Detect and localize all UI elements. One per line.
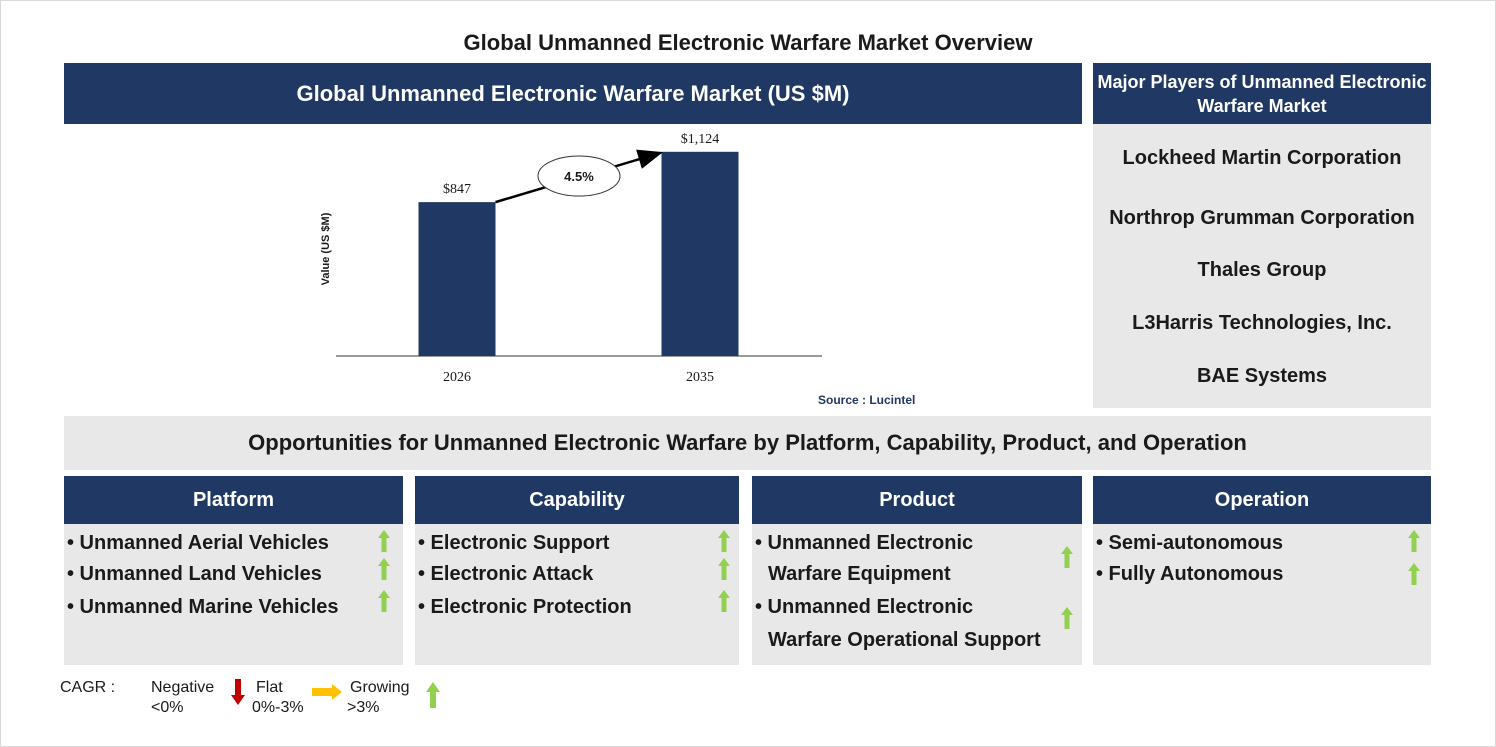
flat-arrow-icon [312,684,342,700]
list-item-continued: Warfare Operational Support [768,629,1041,651]
list-item: • Unmanned Electronic [755,532,974,554]
chart-header: Global Unmanned Electronic Warfare Marke… [64,63,1082,124]
negative-arrow-icon [231,679,245,705]
category-body-capability: • Electronic Support • Electronic Attack… [415,524,739,665]
list-item: • Semi-autonomous [1096,532,1284,554]
cagr-ellipse [537,155,621,197]
opportunities-title: Opportunities for Unmanned Electronic Wa… [64,416,1431,470]
growing-arrow-icon [426,682,440,708]
legend-growing-label: Growing [350,679,410,696]
players-list: Lockheed Martin Corporation Northrop Gru… [1093,124,1431,408]
category-header-capability: Capability [415,476,739,524]
list-item: • Electronic Attack [418,563,594,585]
bar-value-label: $1,124 [681,132,720,147]
x-tick-label: 2035 [686,370,714,385]
category-header-platform: Platform [64,476,403,524]
growing-arrow-icon [1061,546,1073,568]
growing-arrow-icon [378,558,390,580]
x-tick-label: 2026 [443,370,471,385]
player-item: Northrop Grumman Corporation [1109,207,1415,229]
player-item: BAE Systems [1196,365,1328,387]
list-item: • Unmanned Electronic [755,596,974,618]
list-item-continued: Warfare Equipment [768,563,951,585]
growing-arrow-icon [1061,607,1073,629]
list-item: • Electronic Protection [418,596,632,618]
legend-label: CAGR : [60,679,116,696]
chart-source: Source : Lucintel [818,393,916,407]
growing-arrow-icon [718,558,730,580]
category-header-operation: Operation [1093,476,1431,524]
legend-negative-range: <0% [151,699,184,716]
category-body-operation: • Semi-autonomous • Fully Autonomous [1093,524,1431,665]
bar-value-label: $847 [443,182,471,197]
cagr-label: 4.5% [564,169,594,184]
growing-arrow-icon [1408,530,1420,552]
category-header-product: Product [752,476,1082,524]
list-item: • Electronic Support [418,532,610,554]
list-item: • Unmanned Marine Vehicles [67,596,339,618]
growing-arrow-icon [378,590,390,612]
category-body-platform: • Unmanned Aerial Vehicles • Unmanned La… [64,524,403,665]
growing-arrow-icon [1408,563,1420,585]
growing-arrow-icon [718,530,730,552]
legend-growing-range: >3% [347,699,380,716]
growing-arrow-icon [378,530,390,552]
list-item: • Fully Autonomous [1096,563,1284,585]
players-header: Major Players of Unmanned Electronic War… [1093,63,1431,124]
list-item: • Unmanned Aerial Vehicles [67,532,329,554]
player-item: Lockheed Martin Corporation [1122,147,1402,169]
legend-flat-range: 0%-3% [252,699,304,716]
y-axis-label: Value (US $M) [320,212,332,285]
player-item: L3Harris Technologies, Inc. [1132,312,1392,334]
list-item: • Unmanned Land Vehicles [67,563,322,585]
page-title: Global Unmanned Electronic Warfare Marke… [463,30,1033,55]
bar-2026 [418,202,496,356]
player-item: Thales Group [1197,259,1327,281]
legend-flat-label: Flat [256,679,283,696]
legend-negative-label: Negative [151,679,215,696]
category-body-product: • Unmanned Electronic Warfare Equipment … [752,524,1082,665]
growing-arrow-icon [718,590,730,612]
market-bar-chart: Value (US $M) $847 2026 $1,124 2035 4.5% [320,132,822,385]
bar-2035 [661,151,739,356]
